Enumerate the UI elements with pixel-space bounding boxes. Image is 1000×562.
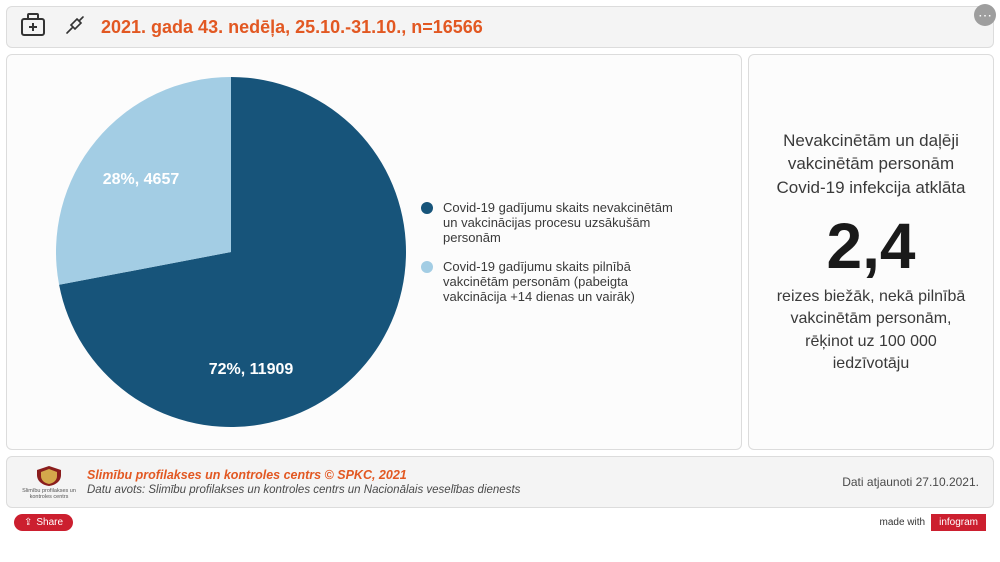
legend-item: Covid-19 gadījumu skaits pilnībā vakcinē… (421, 259, 681, 304)
stat-card: Nevakcinētām un daļēji vakcinētām person… (748, 54, 994, 450)
pie-slice-label: 72%, 11909 (209, 361, 294, 379)
pie-chart-card: 72%, 11909 28%, 4657 Covid-19 gadījumu sk… (6, 54, 742, 450)
pie-legend: Covid-19 gadījumu skaits nevakcinētām un… (421, 200, 681, 304)
pie-chart: 72%, 11909 28%, 4657 (51, 72, 411, 432)
syringe-icon (63, 13, 87, 42)
made-with: made with infogram (880, 514, 986, 531)
page-title: 2021. gada 43. nedēļa, 25.10.-31.10., n=… (101, 17, 483, 38)
legend-label: Covid-19 gadījumu skaits pilnībā vakcinē… (443, 259, 681, 304)
share-label: Share (36, 517, 63, 528)
org-logo-caption: Slimību profilakses un kontroles centrs (21, 488, 77, 500)
footer-bar: Slimību profilakses un kontroles centrs … (6, 456, 994, 508)
stat-big-number: 2,4 (827, 214, 916, 278)
stat-heading: Nevakcinētām un daļēji vakcinētām person… (769, 129, 973, 200)
legend-color-dot (421, 261, 433, 273)
share-button[interactable]: ⇪ Share (14, 514, 73, 531)
header-bar: 2021. gada 43. nedēļa, 25.10.-31.10., n=… (6, 6, 994, 48)
medical-kit-icon (21, 12, 49, 43)
made-with-label: made with (880, 517, 926, 528)
legend-color-dot (421, 202, 433, 214)
footer-source: Datu avots: Slimību profilakses un kontr… (87, 484, 520, 496)
legend-item: Covid-19 gadījumu skaits nevakcinētām un… (421, 200, 681, 245)
footer-org-name: Slimību profilakses un kontroles centrs … (87, 468, 520, 482)
pie-slice-label: 28%, 4657 (103, 171, 180, 189)
org-logo: Slimību profilakses un kontroles centrs (21, 464, 77, 500)
footer-updated: Dati atjaunoti 27.10.2021. (842, 475, 979, 489)
overflow-menu-button[interactable]: ⋯ (974, 4, 996, 26)
share-icon: ⇪ (24, 517, 32, 528)
stat-subtext: reizes biežāk, nekā pilnībā vakcinētām p… (769, 286, 973, 376)
infogram-badge[interactable]: infogram (931, 514, 986, 531)
legend-label: Covid-19 gadījumu skaits nevakcinētām un… (443, 200, 681, 245)
